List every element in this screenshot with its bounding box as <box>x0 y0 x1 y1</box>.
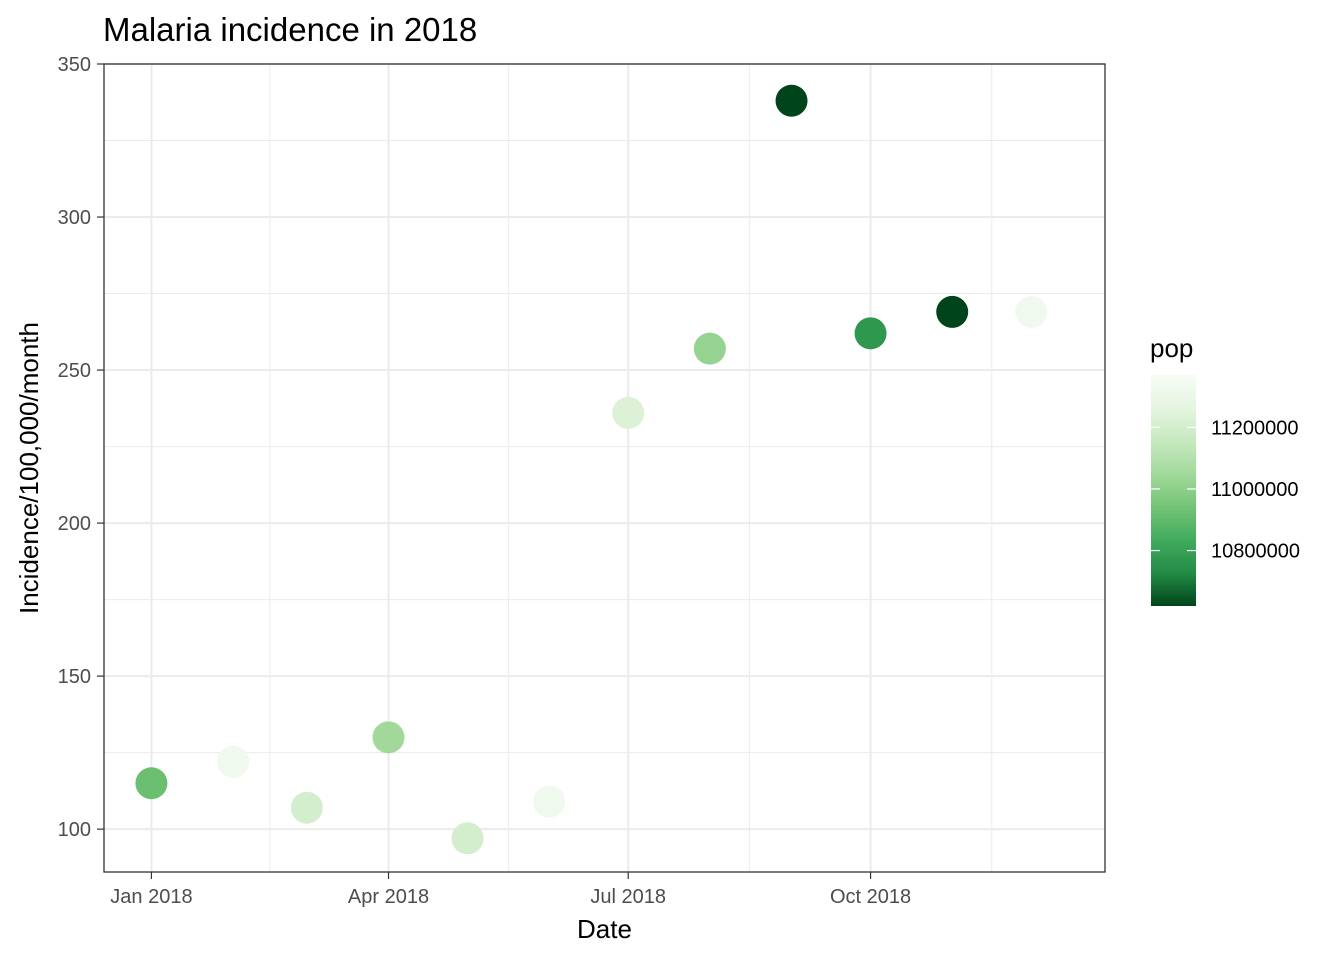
y-tick-label: 150 <box>58 666 91 688</box>
data-point <box>693 332 726 365</box>
legend-tick-label: 11200000 <box>1211 417 1299 439</box>
data-point <box>290 791 323 824</box>
legend-colorbar <box>1151 375 1196 606</box>
y-tick-label: 100 <box>58 819 91 841</box>
y-tick-label: 350 <box>58 54 91 76</box>
x-tick-label: Jul 2018 <box>590 886 666 908</box>
plot-border <box>103 63 1106 873</box>
color-legend: pop 10800000 11000000 11200000 <box>1150 333 1300 606</box>
y-axis-title: Incidence/100,000/month <box>14 322 44 614</box>
data-point <box>372 721 405 754</box>
data-point <box>135 767 168 800</box>
chart-title: Malaria incidence in 2018 <box>103 11 477 48</box>
y-tick-label: 250 <box>58 360 91 382</box>
data-point <box>854 317 887 350</box>
x-axis-title: Date <box>577 914 632 944</box>
data-point <box>936 295 969 328</box>
x-tick-label: Oct 2018 <box>830 886 911 908</box>
data-point <box>612 396 645 429</box>
data-point <box>217 745 250 778</box>
x-tick-label: Jan 2018 <box>110 886 192 908</box>
plot-panel: 100 150 200 250 300 350 Jan 2018 Apr 2018 Jul 20… <box>58 54 1106 908</box>
legend-tick-label: 11000000 <box>1211 479 1299 501</box>
y-tick-label: 200 <box>58 513 91 535</box>
data-point <box>1015 295 1048 328</box>
legend-tick-label: 10800000 <box>1211 541 1300 563</box>
data-point <box>451 822 484 855</box>
legend-title: pop <box>1150 333 1193 363</box>
x-tick-label: Apr 2018 <box>348 886 429 908</box>
y-tick-label: 300 <box>58 207 91 229</box>
data-point <box>533 785 566 818</box>
data-point <box>775 84 808 117</box>
